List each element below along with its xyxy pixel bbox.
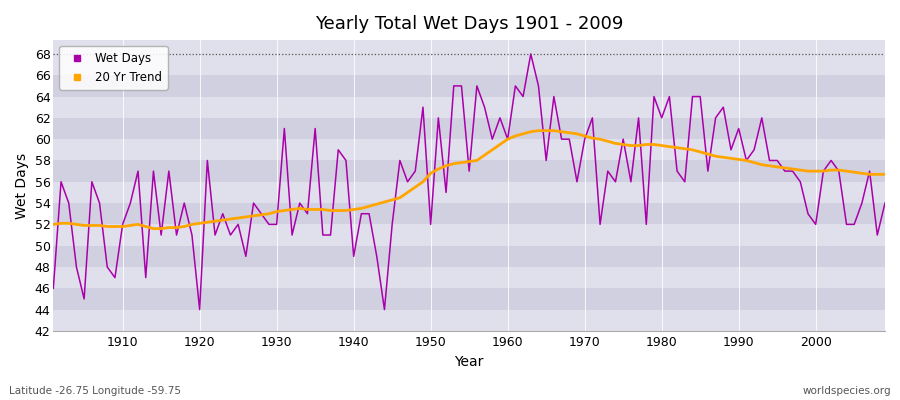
Bar — [53, 118, 885, 139]
Bar — [53, 75, 885, 96]
Bar — [53, 288, 885, 310]
Bar — [53, 246, 885, 267]
Bar — [53, 139, 885, 160]
Bar — [53, 160, 885, 182]
Bar — [53, 203, 885, 224]
Bar — [53, 54, 885, 75]
Text: Latitude -26.75 Longitude -59.75: Latitude -26.75 Longitude -59.75 — [9, 386, 181, 396]
X-axis label: Year: Year — [454, 355, 484, 369]
Title: Yearly Total Wet Days 1901 - 2009: Yearly Total Wet Days 1901 - 2009 — [315, 15, 624, 33]
Bar — [53, 224, 885, 246]
Y-axis label: Wet Days: Wet Days — [15, 152, 29, 218]
Text: worldspecies.org: worldspecies.org — [803, 386, 891, 396]
Legend: Wet Days, 20 Yr Trend: Wet Days, 20 Yr Trend — [59, 46, 167, 90]
Bar — [53, 96, 885, 118]
Bar — [53, 267, 885, 288]
Bar — [53, 182, 885, 203]
Bar — [53, 310, 885, 331]
